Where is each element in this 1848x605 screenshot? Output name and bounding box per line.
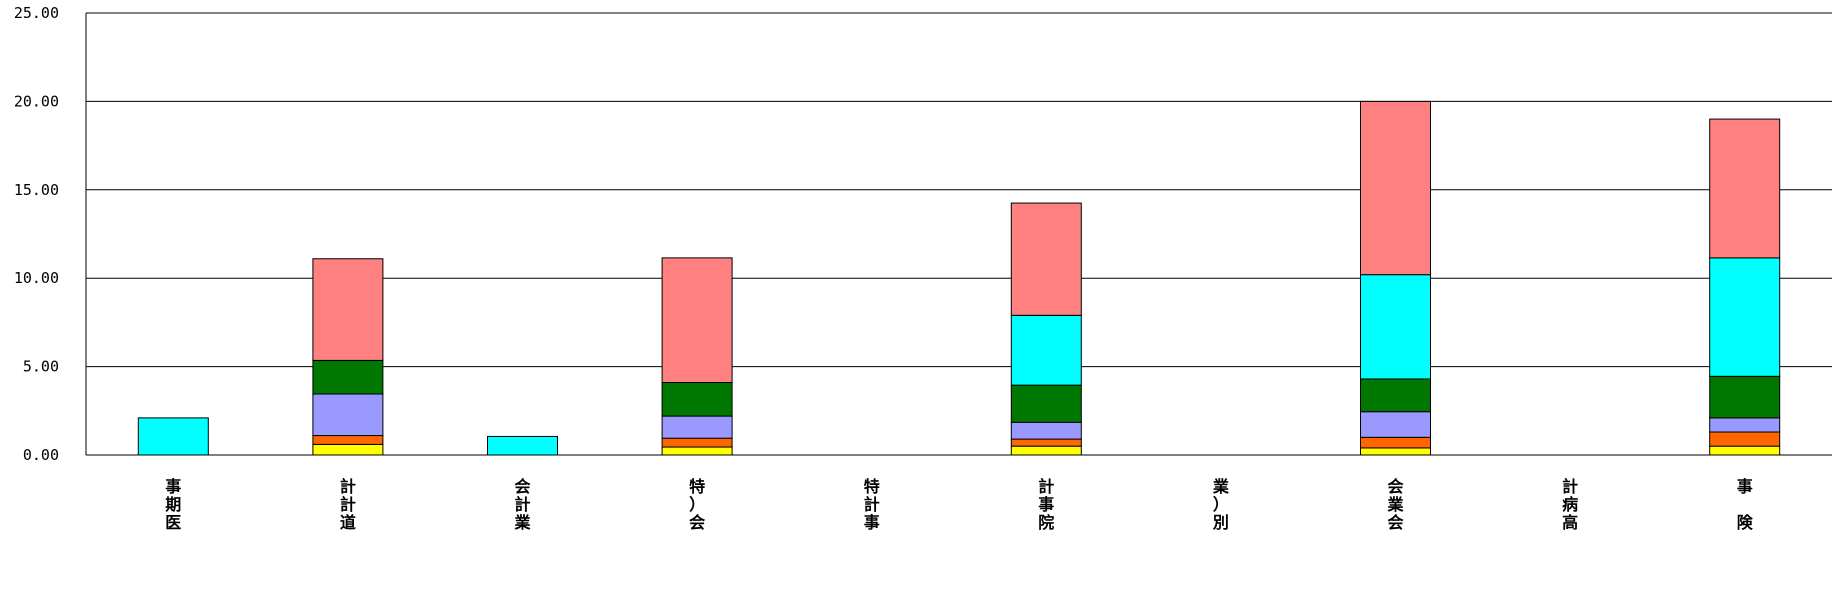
y-tick-label: 5.00 [23,358,59,376]
y-tick-label: 15.00 [14,181,59,199]
bar-segment-5-3 [1010,384,1082,423]
x-category-label: 特 [689,477,705,496]
bar-segment-9-4 [1709,257,1781,377]
bar-segment-9-0 [1709,445,1781,456]
bar-segment-3-5 [661,257,733,384]
x-category-label: 険 [1737,513,1754,532]
x-category-label: 計 [514,495,530,514]
bar-segment-1-2 [312,393,384,437]
bar-segment-9-5 [1709,118,1781,259]
bar-segment-9-2 [1709,417,1781,433]
x-category-label: 院 [1038,513,1054,532]
x-category-label: 特 [864,477,880,496]
y-tick-label: 20.00 [14,92,59,110]
bar-segment-1-1 [312,435,384,445]
x-category-label: ） [689,495,705,514]
bar-segment-3-1 [661,437,733,448]
y-tick-label: 0.00 [23,446,59,464]
x-category-label: 事 [1038,495,1054,514]
bars [137,100,1781,456]
bar-segment-3-3 [661,382,733,417]
y-tick-label: 10.00 [14,269,59,287]
bar-segment-0-4 [137,417,209,456]
x-category-label: 計 [340,495,356,514]
bar-segment-5-1 [1010,438,1082,447]
bar-segment-5-2 [1010,421,1082,440]
bar-segment-7-2 [1360,411,1431,438]
x-category-label: 業 [513,513,531,532]
axes [85,13,1832,456]
bar-segment-3-0 [661,446,733,456]
x-category-label: 事 [864,513,880,532]
x-category-label: ） [1213,495,1229,514]
bar-segment-7-5 [1360,100,1431,276]
bar-segment-5-4 [1010,314,1082,386]
x-category-label: 計 [340,477,356,496]
x-category-label: 道 [340,513,356,532]
y-axis-ticks: 0.00 5.00 10.00 15.00 20.00 25.00 [14,4,59,464]
bar-segment-1-3 [312,359,384,395]
x-category-label: 計 [1562,477,1578,496]
bar-segment-1-5 [312,258,384,361]
x-category-label: 医 [165,513,181,532]
bar-segment-5-5 [1010,202,1082,316]
bar-segment-7-4 [1360,274,1431,380]
bar-segment-3-2 [661,415,733,439]
bar-segment-7-1 [1360,436,1431,449]
x-category-label: 計 [864,495,880,514]
bar-segment-7-3 [1360,378,1431,413]
bar-segment-7-0 [1360,447,1431,456]
y-tick-label: 25.00 [14,4,59,22]
x-category-label: 病 [1562,495,1578,514]
x-category-label: 業 [1386,495,1404,514]
x-category-label: 会 [689,513,705,532]
x-category-label: 高 [1562,513,1578,532]
bar-segment-2-4 [487,435,558,456]
x-category-label: 事 [1737,477,1753,496]
bar-segment-9-3 [1709,375,1781,419]
x-category-label: 会 [1387,513,1403,532]
bar-segment-9-1 [1709,431,1781,447]
x-category-label: 事 [165,477,181,496]
x-category-label: 別 [1213,513,1229,532]
x-category-label: 会 [514,477,530,496]
x-category-label: 会 [1387,477,1403,496]
bar-segment-1-0 [312,443,384,456]
x-category-label: 業 [1212,477,1230,496]
bar-segment-5-0 [1010,445,1082,456]
x-category-label: 期 [165,495,181,514]
x-category-label: 計 [1038,477,1054,496]
